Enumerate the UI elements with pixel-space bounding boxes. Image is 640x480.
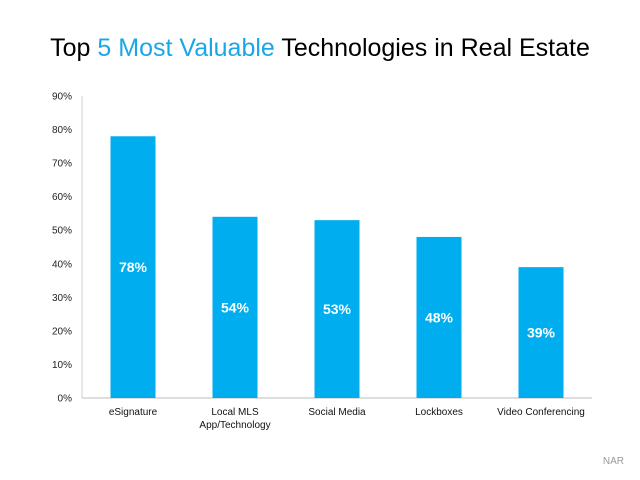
y-tick-label: 40% [52, 259, 72, 270]
bar-value-label: 48% [425, 309, 454, 325]
bar-value-label: 78% [119, 259, 148, 275]
x-tick-label: Video Conferencing [497, 407, 585, 418]
title-suffix: Technologies in Real Estate [274, 34, 590, 62]
y-tick-label: 70% [52, 159, 72, 170]
bar [518, 267, 564, 398]
bar [416, 236, 462, 398]
title-highlight: 5 Most Valuable [97, 34, 275, 62]
y-tick-label: 90% [52, 92, 72, 103]
y-tick-label: 10% [52, 360, 72, 371]
bar-value-label: 53% [323, 301, 352, 317]
y-tick-labels: 0% 10% 20% 30% 40% 50% 60% 70% 80% 90% [52, 92, 72, 405]
bar [110, 136, 156, 398]
x-tick-label: Lockboxes [415, 407, 463, 418]
x-tick-label: Local MLS App/Technology [199, 407, 270, 431]
bar-value-label: 39% [527, 325, 556, 341]
title-prefix: Top [50, 34, 98, 62]
y-tick-label: 80% [52, 125, 72, 136]
source-label: NAR [602, 456, 624, 467]
bar [212, 216, 258, 398]
x-tick-labels: eSignature Local MLS App/Technology Social … [109, 407, 585, 431]
data-labels: 78% 54% 53% 48% 39% [119, 259, 556, 340]
bars [110, 136, 564, 398]
y-tick-label: 30% [52, 293, 72, 304]
bar [314, 220, 360, 398]
y-tick-label: 0% [58, 394, 73, 405]
x-tick-label: eSignature [109, 407, 158, 418]
y-tick-label: 20% [52, 326, 72, 337]
bar-value-label: 54% [221, 299, 250, 315]
y-tick-label: 50% [52, 226, 72, 237]
x-tick-label: Social Media [308, 407, 366, 418]
chart-title: Top 5 Most Valuable Technologies in Real… [0, 34, 640, 63]
y-tick-label: 60% [52, 192, 72, 203]
